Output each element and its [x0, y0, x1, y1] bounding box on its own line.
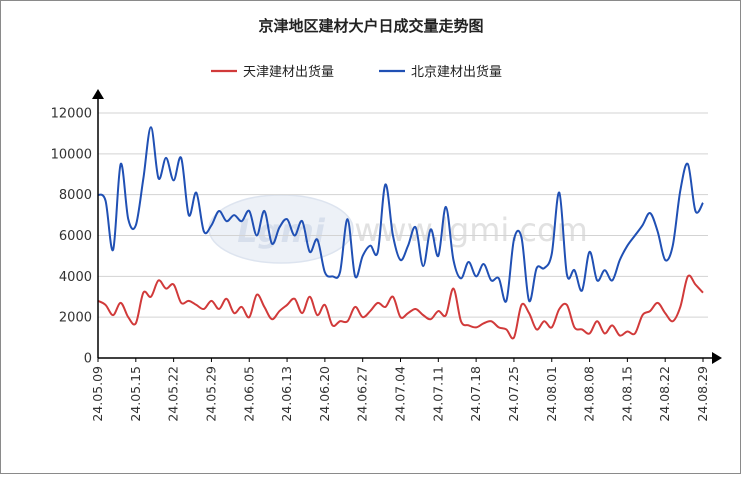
watermark-logo-text: Lgmi — [237, 212, 326, 250]
x-tick-label: 24.08.08 — [582, 366, 597, 422]
x-tick-label: 24.06.27 — [355, 366, 370, 422]
x-tick-label: 24.05.29 — [203, 366, 218, 422]
y-tick-label: 8000 — [59, 188, 92, 203]
x-tick-label: 24.08.29 — [695, 366, 710, 422]
legend: 天津建材出货量 北京建材出货量 — [211, 64, 502, 80]
x-tick-label: 24.08.15 — [619, 366, 634, 422]
y-tick-label: 0 — [84, 352, 92, 367]
x-tick-label: 24.07.18 — [468, 366, 483, 422]
y-tick-label: 12000 — [51, 107, 92, 122]
y-tick-labels: 0 2000 4000 6000 8000 10000 12000 — [51, 107, 92, 367]
series-line-beijing — [97, 126, 704, 303]
x-tick-label: 24.06.13 — [279, 366, 294, 422]
x-tick-label: 24.07.04 — [393, 366, 408, 422]
y-tick-label: 6000 — [59, 229, 92, 244]
watermark-text: www.lgmi.com — [354, 211, 588, 249]
x-tick-label: 24.06.20 — [317, 366, 332, 422]
axes — [92, 89, 722, 364]
y-tick-label: 4000 — [59, 270, 92, 285]
x-tick-label: 24.07.11 — [430, 366, 445, 422]
watermark: Lgmi www.lgmi.com — [208, 194, 588, 264]
y-axis-arrow — [92, 89, 104, 99]
series-line-tianjin — [97, 274, 704, 340]
x-tick-label: 24.05.22 — [166, 366, 181, 422]
x-tick-labels: 24.05.09 24.05.15 24.05.22 24.05.29 24.06.05… — [90, 358, 710, 422]
x-tick-label: 24.07.25 — [506, 366, 521, 422]
x-tick-label: 24.08.22 — [657, 366, 672, 422]
x-tick-label: 24.05.09 — [90, 366, 105, 422]
y-tick-label: 10000 — [51, 147, 92, 162]
y-tick-label: 2000 — [59, 311, 92, 326]
x-tick-label: 24.05.15 — [128, 366, 143, 422]
chart-title: 京津地区建材大户日成交量走势图 — [258, 17, 483, 35]
legend-label-beijing: 北京建材出货量 — [411, 64, 502, 80]
series-lines — [97, 126, 704, 340]
x-axis-arrow — [712, 352, 722, 364]
legend-label-tianjin: 天津建材出货量 — [243, 64, 334, 80]
x-tick-label: 24.08.01 — [544, 366, 559, 422]
x-tick-label: 24.06.05 — [241, 366, 256, 422]
